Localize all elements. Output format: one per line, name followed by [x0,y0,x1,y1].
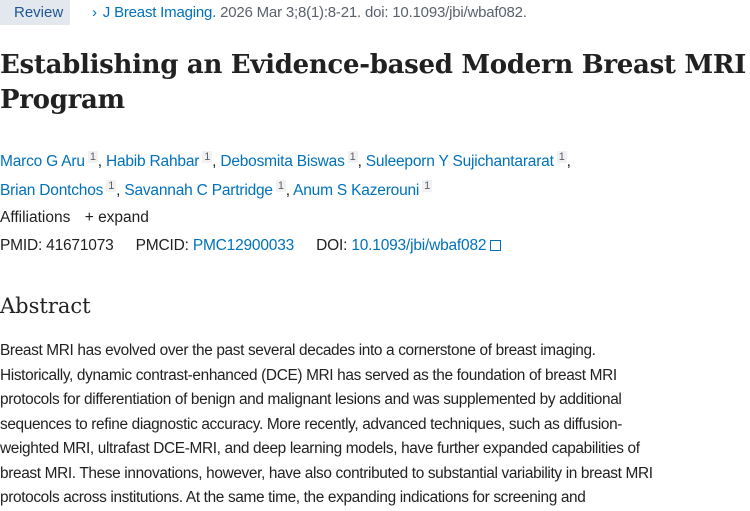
affiliations-toggle[interactable]: Affiliations + expand [0,209,149,227]
author-link[interactable]: Habib Rahbar [105,153,200,170]
citation-bar: Review › J Breast Imaging. 2026 Mar 3;8(1… [0,0,527,25]
author-link[interactable]: Debosmita Biswas [220,153,345,170]
abstract-text: Breast MRI has evolved over the past sev… [0,339,653,511]
doi-link[interactable]: 10.1093/jbi/wbaf082 [351,237,487,254]
abstract-line: protocols across institutions. At the sa… [0,489,586,506]
chevron-right-icon[interactable]: › [92,4,97,21]
abstract-heading: Abstract [0,294,91,318]
author-link[interactable]: Anum S Kazerouni [293,182,420,199]
affiliation-ref[interactable]: 1 [202,151,213,163]
article-ids: PMID: 41671073 PMCID: PMC12900033 DOI: 1… [0,237,502,255]
doi-label: DOI: [316,237,348,254]
affiliation-ref[interactable]: 1 [556,151,567,163]
abstract-line: Historically, dynamic contrast-enhanced … [0,366,617,384]
plus-icon: + [84,209,94,226]
author-link[interactable]: Savannah C Partridge [124,182,273,199]
article-title: Establishing an Evidence-based Modern Br… [0,50,747,115]
affiliations-label: Affiliations [0,209,71,226]
abstract-line: sequences to refine diagnostic accuracy.… [0,415,623,433]
author-link[interactable]: Suleeporn Y Sujichantararat [365,153,554,170]
abstract-line: protocols for differentiation of benign … [0,391,622,408]
abstract-line: breast MRI. These innovations, however, … [0,464,653,482]
review-badge: Review [0,0,70,25]
pmcid-link[interactable]: PMC12900033 [192,237,295,254]
expand-button[interactable]: + expand [85,209,149,226]
pmid-label: PMID: [0,237,43,254]
affiliation-ref[interactable]: 1 [275,180,286,192]
author-list: Marco G Aru 1, Habib Rahbar 1, Debosmita B… [0,151,571,199]
author-link[interactable]: Brian Dontchos [0,182,104,199]
citation-details: 2026 Mar 3;8(1):8-21. doi: 10.1093/jbi/w… [220,4,527,21]
abstract-line: weighted MRI, ultrafast DCE-MRI, and dee… [0,440,640,457]
author-link[interactable]: Marco G Aru [0,153,85,170]
citation: › J Breast Imaging. 2026 Mar 3;8(1):8-21.… [92,4,527,21]
affiliation-ref[interactable]: 1 [422,180,433,192]
abstract-line: Breast MRI has evolved over the past sev… [0,342,596,359]
affiliation-ref[interactable]: 1 [347,151,358,163]
pmcid-label: PMCID: [135,237,189,254]
affiliation-ref[interactable]: 1 [87,151,98,163]
journal-link[interactable]: J Breast Imaging. [102,4,217,21]
affiliation-ref[interactable]: 1 [106,180,117,192]
expand-label: expand [98,209,149,226]
external-link-icon[interactable] [490,240,502,251]
pmid-value: 41671073 [46,237,114,254]
